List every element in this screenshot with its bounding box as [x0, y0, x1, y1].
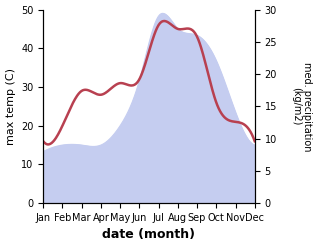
Y-axis label: med. precipitation
(kg/m2): med. precipitation (kg/m2) [291, 62, 313, 151]
X-axis label: date (month): date (month) [102, 228, 196, 242]
Y-axis label: max temp (C): max temp (C) [5, 68, 16, 145]
